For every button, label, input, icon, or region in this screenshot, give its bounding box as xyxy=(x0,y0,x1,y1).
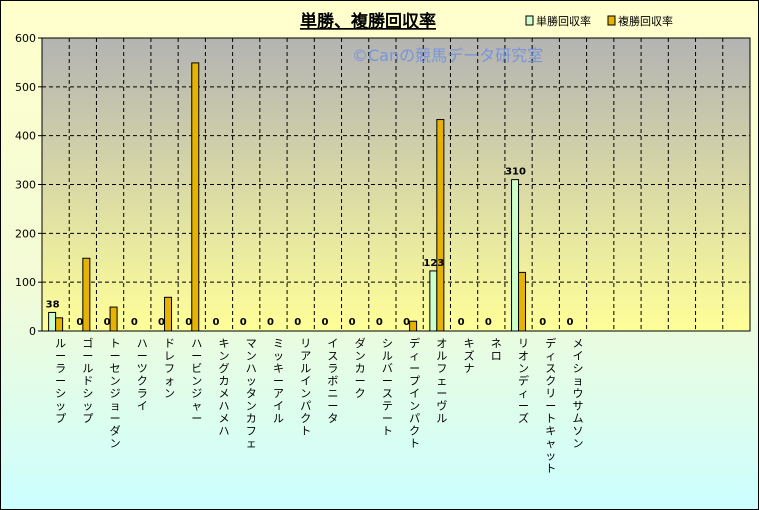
chart-title: 単勝、複勝回収率 xyxy=(300,11,436,32)
data-label: 0 xyxy=(485,317,492,328)
data-label: 0 xyxy=(240,317,247,328)
legend-label-place: 複勝回収率 xyxy=(618,14,673,28)
x-tick-label: イスラボニータ xyxy=(327,337,338,425)
x-tick-label: マンハッタンカフェ xyxy=(246,337,257,450)
bar-place-rate xyxy=(518,271,527,332)
data-label: 0 xyxy=(185,317,192,328)
data-label: 0 xyxy=(104,317,111,328)
y-axis: 0 100 200 300 400 500 600 xyxy=(15,32,42,338)
data-label: 0 xyxy=(131,317,138,328)
data-label: 0 xyxy=(294,317,301,328)
y-tick-label: 100 xyxy=(15,276,36,289)
legend-swatch-win xyxy=(525,15,534,26)
y-tick-label: 600 xyxy=(15,32,36,45)
bar-win-rate xyxy=(511,179,520,332)
x-axis: ルーラーシップ ゴールドシップ トーセンジョーダン ハーツクライ ドレフォン ハービンジャ… xyxy=(55,336,583,475)
x-tick-label: ハーツクライ xyxy=(137,337,148,413)
bar-place-rate xyxy=(436,119,445,332)
x-tick-label: シルバーステート xyxy=(382,337,393,438)
x-tick-label: ディスクリートキャット xyxy=(545,336,556,475)
legend: 単勝回収率 複勝回収率 xyxy=(525,14,673,28)
data-label: 0 xyxy=(376,317,383,328)
bar-place-rate xyxy=(55,317,64,332)
data-label: 0 xyxy=(76,317,83,328)
bar-place-rate xyxy=(191,62,200,332)
x-tick-label: キングカメハメハ xyxy=(219,337,230,438)
bar-place-rate xyxy=(82,257,91,332)
y-tick-label: 200 xyxy=(15,227,36,240)
data-label: 0 xyxy=(321,317,328,328)
bar-place-rate xyxy=(109,306,118,332)
x-tick-label: リアルインパクト xyxy=(300,337,311,438)
data-label: 123 xyxy=(423,258,444,269)
watermark-text: ©Canの競馬データ研究室 xyxy=(352,46,543,65)
y-tick-label: 400 xyxy=(15,130,36,143)
x-tick-label: メイショウサムソン xyxy=(573,337,584,450)
bar-place-rate xyxy=(409,320,418,332)
y-tick-label: 300 xyxy=(15,179,36,192)
x-tick-label: ネロ xyxy=(491,337,502,363)
bar-win-rate xyxy=(48,311,57,332)
x-tick-label: キズナ xyxy=(464,337,475,375)
x-tick-label: ゴールドシップ xyxy=(82,336,93,425)
x-tick-label: トーセンジョーダン xyxy=(110,337,121,450)
x-tick-label: ハービンジャー xyxy=(191,337,202,425)
x-tick-label: ドレフォン xyxy=(164,337,175,400)
data-label: 0 xyxy=(567,317,574,328)
x-tick-label: ディープインパクト xyxy=(409,336,420,450)
y-tick-label: 0 xyxy=(29,325,36,338)
bar-win-rate xyxy=(429,270,438,332)
y-tick-label: 500 xyxy=(15,81,36,94)
data-label: 0 xyxy=(158,317,165,328)
data-label: 0 xyxy=(213,317,220,328)
x-tick-label: リオンディーズ xyxy=(518,337,529,425)
data-label: 38 xyxy=(46,299,60,310)
data-label: 0 xyxy=(349,317,356,328)
x-tick-label: ダンカーク xyxy=(355,336,366,400)
legend-label-win: 単勝回収率 xyxy=(536,14,591,28)
data-labels: 38 0 0 0 0 0 0 0 0 0 0 0 0 0 123 0 0 310 0 0 xyxy=(46,167,574,328)
bars xyxy=(48,62,527,332)
data-label: 0 xyxy=(403,317,410,328)
gridlines xyxy=(42,38,750,331)
x-tick-label: ルーラーシップ xyxy=(55,337,66,425)
data-label: 0 xyxy=(458,317,465,328)
data-label: 0 xyxy=(267,317,274,328)
data-label: 310 xyxy=(505,167,526,178)
x-tick-label: ミッキーアイル xyxy=(273,337,284,425)
x-tick-label: オルフェーヴル xyxy=(436,337,447,425)
data-label: 0 xyxy=(539,317,546,328)
bar-place-rate xyxy=(164,296,173,332)
legend-swatch-place xyxy=(607,15,616,26)
